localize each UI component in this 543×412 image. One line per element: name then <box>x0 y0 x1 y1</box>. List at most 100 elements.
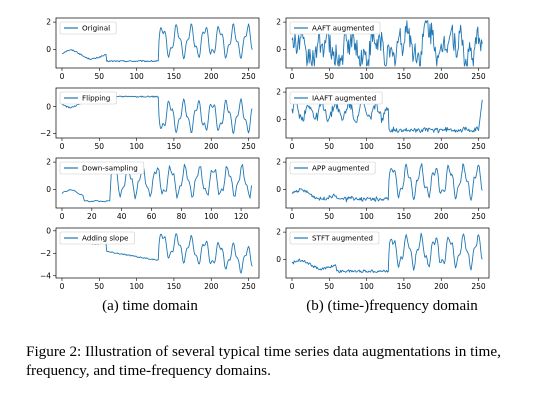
legend-box <box>289 21 381 35</box>
x-tick-label: 0 <box>290 212 295 221</box>
y-tick-label: 2 <box>46 158 51 167</box>
x-tick-label: 60 <box>147 212 157 221</box>
y-tick-label: −2 <box>40 249 51 258</box>
x-tick-label: 150 <box>167 142 182 151</box>
y-tick-label: 0 <box>46 185 51 194</box>
x-tick-label: 250 <box>241 72 256 81</box>
panel-3: 0 50 100 150 200 250 −4 −2 0 Adding slope <box>40 226 260 290</box>
x-tick-label: 100 <box>359 72 374 81</box>
panel-4: 0 50 100 150 200 250 0 2 AAFT augmented <box>276 17 490 81</box>
x-tick-label: 0 <box>60 282 65 290</box>
x-tick-label: 200 <box>434 142 449 151</box>
legend-box <box>59 161 145 175</box>
x-tick-label: 50 <box>325 72 335 81</box>
panel-6: 0 50 100 150 200 250 0 2 APP augmented <box>276 157 490 221</box>
x-tick-label: 100 <box>359 282 374 290</box>
panel-1: 0 50 100 150 200 250 −2 0 Flipping <box>40 87 260 151</box>
x-tick-label: 0 <box>290 72 295 81</box>
x-tick-label: 80 <box>177 212 187 221</box>
x-tick-label: 40 <box>117 212 127 221</box>
legend: IAAFT augmented <box>289 91 383 105</box>
legend: Down-sampling <box>59 161 145 175</box>
subcaption-frequency-domain: (b) (time-)frequency domain <box>306 298 478 314</box>
series-line <box>291 20 483 67</box>
x-tick-label: 0 <box>60 212 65 221</box>
legend-label: AAFT augmented <box>312 24 374 33</box>
x-tick-label: 100 <box>129 282 144 290</box>
figure-caption: Figure 2: Illustration of several typica… <box>26 343 501 379</box>
x-tick-label: 50 <box>95 142 105 151</box>
subcaption-time-domain: (a) time domain <box>102 298 198 314</box>
y-tick-label: 2 <box>276 88 281 97</box>
legend-label: Down-sampling <box>82 164 138 173</box>
x-tick-label: 200 <box>204 142 219 151</box>
x-tick-label: 250 <box>241 282 256 290</box>
x-tick-label: 20 <box>87 212 97 221</box>
legend-box <box>289 231 380 245</box>
x-tick-label: 0 <box>60 72 65 81</box>
y-tick-label: 2 <box>46 18 51 27</box>
x-tick-label: 250 <box>471 212 486 221</box>
series-line <box>291 232 483 273</box>
y-tick-label: 0 <box>46 226 51 235</box>
legend-box <box>289 91 383 105</box>
legend-label: Adding slope <box>82 234 129 243</box>
y-tick-label: −2 <box>40 129 51 138</box>
x-tick-label: 50 <box>95 72 105 81</box>
legend: Flipping <box>59 91 117 105</box>
legend: Adding slope <box>59 231 135 245</box>
series-line <box>291 163 483 203</box>
y-tick-label: 0 <box>46 102 51 111</box>
legend: AAFT augmented <box>289 21 381 35</box>
x-tick-label: 200 <box>434 212 449 221</box>
y-tick-label: 0 <box>276 255 281 264</box>
x-tick-label: 200 <box>204 282 219 290</box>
legend-label: Flipping <box>82 94 110 103</box>
x-tick-label: 250 <box>471 72 486 81</box>
legend-box <box>289 161 376 175</box>
y-tick-label: 2 <box>276 228 281 237</box>
x-tick-label: 0 <box>60 142 65 151</box>
x-tick-label: 50 <box>325 212 335 221</box>
x-tick-label: 150 <box>397 212 412 221</box>
legend-box <box>59 21 117 35</box>
legend-box <box>59 91 117 105</box>
x-tick-label: 200 <box>434 282 449 290</box>
x-tick-label: 200 <box>204 72 219 81</box>
x-tick-label: 100 <box>204 212 219 221</box>
y-tick-label: −4 <box>40 271 51 280</box>
y-tick-label: 2 <box>276 158 281 167</box>
x-tick-label: 120 <box>234 212 249 221</box>
x-tick-label: 150 <box>397 72 412 81</box>
x-tick-label: 100 <box>359 212 374 221</box>
x-tick-label: 150 <box>167 72 182 81</box>
x-tick-label: 150 <box>397 142 412 151</box>
panel-5: 0 50 100 150 200 250 0 2 IAAFT augmented <box>276 87 490 151</box>
x-tick-label: 150 <box>397 282 412 290</box>
legend-label: APP augmented <box>312 164 369 173</box>
series-line <box>291 98 483 134</box>
y-tick-label: 0 <box>276 45 281 54</box>
x-tick-label: 0 <box>290 142 295 151</box>
y-tick-label: 0 <box>276 185 281 194</box>
y-tick-label: 0 <box>46 45 51 54</box>
series-line <box>61 163 252 203</box>
panel-2: 0 20 40 60 80 100 120 0 2 Down-sampling <box>46 157 260 221</box>
x-tick-label: 250 <box>471 142 486 151</box>
x-tick-label: 50 <box>95 282 105 290</box>
y-tick-label: 2 <box>276 18 281 27</box>
x-tick-label: 50 <box>325 282 335 290</box>
legend-box <box>59 231 135 245</box>
legend: Original <box>59 21 117 35</box>
panel-7: 0 50 100 150 200 250 0 2 STFT augmented <box>276 227 490 290</box>
x-tick-label: 200 <box>434 72 449 81</box>
x-tick-label: 250 <box>241 142 256 151</box>
y-tick-label: 0 <box>276 115 281 124</box>
x-tick-label: 100 <box>129 72 144 81</box>
x-tick-label: 150 <box>167 282 182 290</box>
legend-label: STFT augmented <box>312 234 373 243</box>
x-tick-label: 0 <box>290 282 295 290</box>
legend: STFT augmented <box>289 231 380 245</box>
x-tick-label: 50 <box>325 142 335 151</box>
